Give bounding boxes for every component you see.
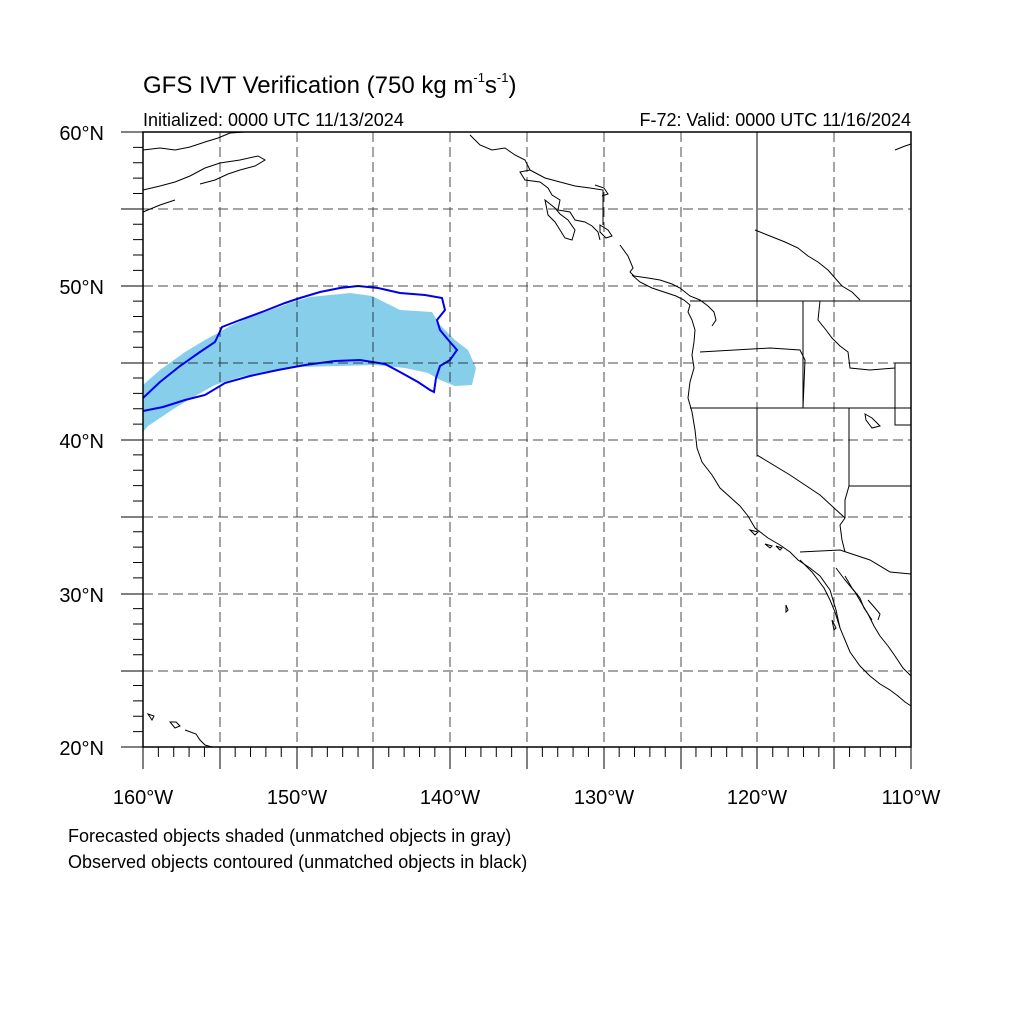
- graticule: [143, 132, 911, 747]
- map-title: GFS IVT Verification (750 kg m-1s-1): [143, 70, 517, 99]
- lat-label-50: 50°N: [59, 277, 104, 299]
- lat-label-30: 30°N: [59, 585, 104, 607]
- valid-time: F-72: Valid: 0000 UTC 11/16/2024: [639, 110, 912, 130]
- lon-label-160w: 160°W: [113, 787, 173, 809]
- lat-label-40: 40°N: [59, 431, 104, 453]
- footnote-forecast: Forecasted objects shaded (unmatched obj…: [68, 826, 512, 846]
- lon-label-140w: 140°W: [420, 787, 480, 809]
- axis-ticks: [121, 131, 912, 769]
- lon-label-150w: 150°W: [267, 787, 327, 809]
- lon-label-130w: 130°W: [574, 787, 634, 809]
- lat-label-60: 60°N: [59, 123, 104, 145]
- lat-label-20: 20°N: [59, 738, 104, 760]
- initialized-time: Initialized: 0000 UTC 11/13/2024: [143, 110, 404, 130]
- lon-label-120w: 120°W: [727, 787, 787, 809]
- coastlines: [142, 131, 912, 748]
- observed-ivt-contour: [142, 284, 459, 412]
- political-borders: [529, 132, 912, 575]
- minor-ticks: [133, 146, 897, 757]
- lon-label-110w: 110°W: [882, 787, 941, 809]
- footnote-observed: Observed objects contoured (unmatched ob…: [68, 852, 528, 872]
